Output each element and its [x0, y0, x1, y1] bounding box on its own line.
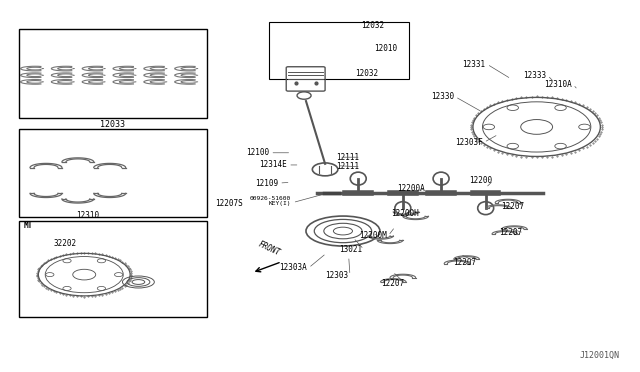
Text: 12207: 12207: [453, 258, 476, 267]
Text: 12200: 12200: [469, 176, 492, 185]
Text: 12207: 12207: [500, 202, 524, 211]
Bar: [269, 22, 409, 79]
Text: 12200H: 12200H: [391, 209, 419, 218]
Text: 12303: 12303: [326, 271, 349, 280]
Text: 12303A: 12303A: [280, 263, 307, 272]
Text: 13021: 13021: [340, 245, 363, 254]
Text: 12100: 12100: [246, 148, 269, 157]
Text: 12010: 12010: [374, 44, 397, 53]
Text: 12207S: 12207S: [215, 199, 243, 208]
Text: 12314E: 12314E: [259, 160, 287, 170]
Text: 12333: 12333: [523, 71, 546, 80]
Text: 12310A: 12310A: [544, 80, 572, 89]
Text: 12207: 12207: [381, 279, 404, 288]
Text: 12032: 12032: [355, 69, 378, 78]
Text: MT: MT: [24, 221, 33, 230]
Text: 32202: 32202: [54, 239, 77, 248]
Text: 12330: 12330: [431, 92, 454, 101]
Text: 12109: 12109: [255, 179, 278, 187]
Text: 12200A: 12200A: [397, 185, 425, 193]
Text: 00926-51600: 00926-51600: [250, 196, 291, 201]
Bar: [19, 221, 207, 317]
Bar: [19, 129, 207, 217]
Text: 12207: 12207: [499, 228, 523, 237]
Text: 12310: 12310: [77, 211, 100, 220]
Text: 12111: 12111: [337, 153, 360, 162]
Text: KEY(I): KEY(I): [269, 201, 291, 206]
Text: FRONT: FRONT: [257, 240, 282, 258]
Bar: [19, 29, 207, 118]
Text: 12033: 12033: [100, 120, 125, 129]
Text: 12303F: 12303F: [455, 138, 483, 147]
Text: J12001QN: J12001QN: [579, 350, 620, 359]
Text: 12331: 12331: [463, 60, 486, 69]
Text: 12111: 12111: [337, 162, 360, 171]
Text: 12032: 12032: [362, 21, 385, 30]
Text: 12200M: 12200M: [359, 231, 387, 240]
